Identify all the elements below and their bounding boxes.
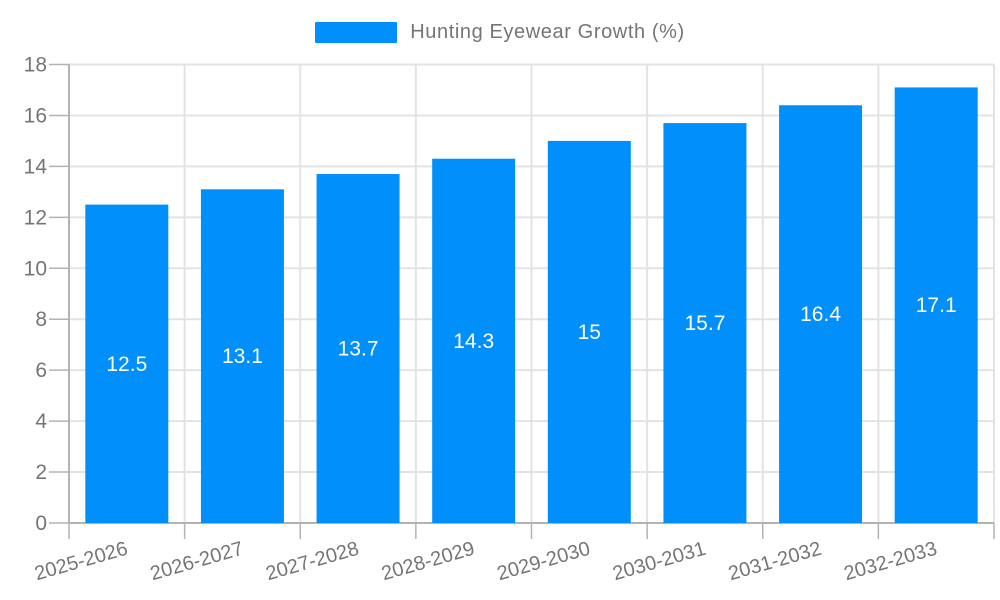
x-tick-label: 2030-2031 — [610, 538, 708, 586]
bar-value-label: 17.1 — [916, 294, 957, 317]
bar-value-label: 12.5 — [106, 353, 147, 376]
y-tick-label: 10 — [24, 257, 47, 280]
bar-2026-2027[interactable] — [200, 189, 284, 523]
x-tick-label: 2029-2030 — [495, 538, 593, 586]
bar-2030-2031[interactable] — [663, 123, 747, 523]
y-tick-label: 16 — [24, 104, 47, 127]
y-tick-label: 14 — [24, 155, 48, 178]
bar-2025-2026[interactable] — [85, 204, 169, 523]
y-tick-label: 0 — [35, 512, 47, 535]
x-tick-label: 2027-2028 — [263, 538, 361, 586]
bar-value-label: 15.7 — [685, 312, 726, 335]
y-tick-label: 12 — [24, 206, 47, 229]
x-tick-label: 2025-2026 — [32, 538, 130, 586]
bar-2029-2030[interactable] — [547, 140, 631, 523]
bar-value-label: 16.4 — [800, 303, 841, 326]
x-tick-label: 2031-2032 — [726, 538, 824, 586]
bar-value-label: 13.7 — [338, 338, 379, 361]
legend-label: Hunting Eyewear Growth (%) — [410, 21, 685, 43]
legend: Hunting Eyewear Growth (%) — [0, 21, 1000, 44]
y-tick-label: 6 — [35, 359, 47, 382]
x-tick-label: 2026-2027 — [148, 538, 246, 586]
y-tick-label: 18 — [24, 54, 47, 77]
bar-2028-2029[interactable] — [432, 158, 516, 523]
y-tick-label: 2 — [35, 461, 47, 484]
bar-value-label: 13.1 — [222, 345, 263, 368]
x-tick-label: 2032-2033 — [842, 538, 940, 586]
legend-item[interactable]: Hunting Eyewear Growth (%) — [315, 21, 685, 44]
x-tick-label: 2028-2029 — [379, 538, 477, 586]
y-tick-label: 4 — [35, 410, 47, 433]
y-tick-label: 8 — [35, 308, 47, 331]
bar-value-label: 14.3 — [453, 330, 494, 353]
bar-2032-2033[interactable] — [894, 87, 978, 524]
bar-2031-2032[interactable] — [779, 105, 863, 523]
bar-2027-2028[interactable] — [316, 174, 400, 523]
bar-value-label: 15 — [578, 321, 601, 344]
legend-swatch — [315, 22, 398, 43]
